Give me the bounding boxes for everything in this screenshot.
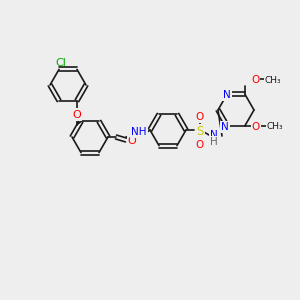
Text: Cl: Cl [56,58,66,68]
Text: H: H [210,137,218,147]
Text: O: O [251,75,259,85]
Text: N: N [223,90,231,100]
Text: O: O [128,136,136,146]
Text: N: N [221,122,229,132]
Text: O: O [196,112,204,122]
Text: O: O [252,122,260,132]
Text: S: S [196,125,204,138]
Text: N: N [210,130,218,140]
Text: CH₃: CH₃ [265,76,281,85]
Text: O: O [196,140,204,150]
Text: O: O [73,110,81,120]
Text: NH: NH [131,127,147,137]
Text: CH₃: CH₃ [267,122,283,131]
